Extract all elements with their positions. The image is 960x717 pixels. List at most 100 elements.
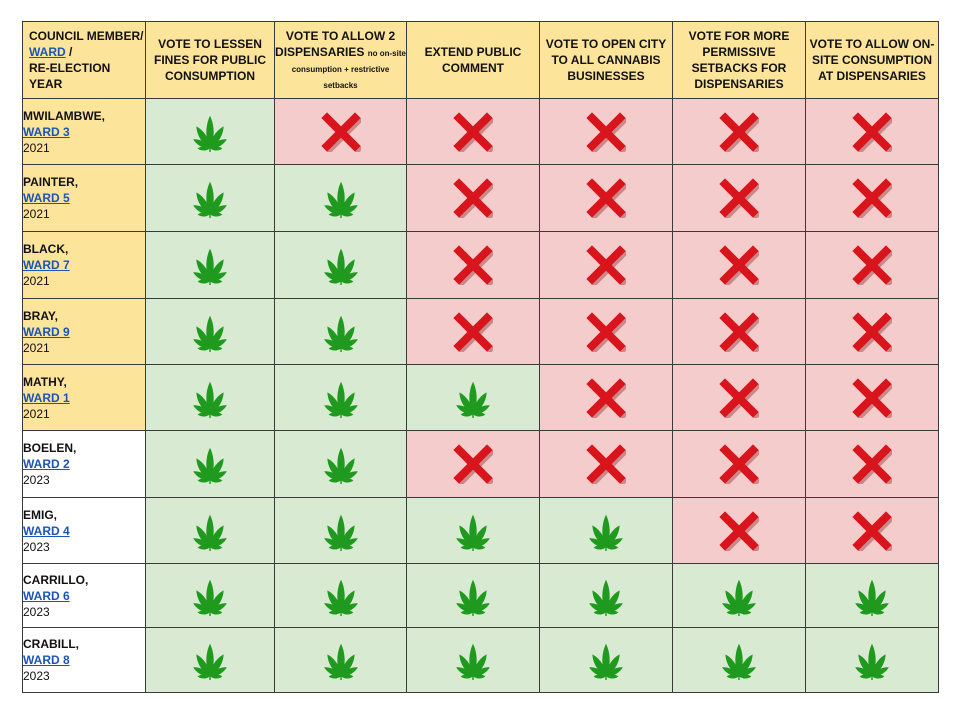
vote-cell-no <box>805 497 939 564</box>
ward-link[interactable]: WARD 5 <box>23 191 70 205</box>
member-cell: EMIG, WARD 4 2023 <box>22 497 146 564</box>
vote-cell-no <box>805 298 939 365</box>
header-col-label: VOTE TO OPEN CITY TO ALL CANNABIS BUSINE… <box>545 37 667 83</box>
cannabis-leaf-icon <box>722 643 756 680</box>
vote-cell-yes <box>672 563 806 628</box>
red-x-icon <box>719 510 759 551</box>
vote-cell-yes <box>274 364 407 431</box>
red-x-icon <box>586 311 626 352</box>
reelection-year: 2021 <box>23 340 50 355</box>
cannabis-leaf-icon <box>193 181 227 218</box>
vote-cell-yes <box>145 231 275 299</box>
cannabis-leaf-icon <box>323 514 358 551</box>
vote-cell-no <box>539 164 673 232</box>
ward-link[interactable]: WARD 6 <box>23 588 70 603</box>
vote-cell-yes <box>539 497 673 564</box>
vote-cell-no <box>805 164 939 232</box>
vote-cell-yes <box>274 627 407 693</box>
vote-cell-no <box>539 98 673 165</box>
header-member-line3: RE-ELECTION YEAR <box>29 61 111 91</box>
vote-cell-yes <box>145 627 275 693</box>
ward-link[interactable]: WARD 2 <box>23 457 70 471</box>
cannabis-leaf-icon <box>456 381 490 418</box>
vote-cell-yes <box>145 364 275 431</box>
header-col-0: VOTE TO LESSEN FINES FOR PUBLIC CONSUMPT… <box>145 21 275 99</box>
red-x-icon <box>852 510 892 551</box>
member-cell: PAINTER, WARD 5 2021 <box>22 164 146 232</box>
ward-link[interactable]: WARD 7 <box>23 258 70 272</box>
cannabis-leaf-icon <box>193 381 227 418</box>
vote-cell-no <box>274 98 407 165</box>
vote-cell-no <box>672 430 806 498</box>
vote-cell-no <box>539 231 673 299</box>
vote-cell-yes <box>539 627 673 693</box>
cannabis-leaf-icon <box>193 248 227 285</box>
table-row: CARRILLO, WARD 6 2023 <box>22 563 939 628</box>
vote-cell-yes <box>145 430 275 498</box>
table-row: BLACK, WARD 7 2021 <box>22 231 939 299</box>
cannabis-leaf-icon <box>323 181 358 218</box>
member-name: PAINTER, <box>23 175 79 189</box>
red-x-icon <box>719 377 759 418</box>
ward-link[interactable]: WARD 1 <box>23 390 70 405</box>
reelection-year: 2021 <box>23 274 50 288</box>
cannabis-leaf-icon <box>855 643 889 680</box>
member-name: EMIG, <box>23 507 58 522</box>
cannabis-leaf-icon <box>456 514 490 551</box>
cannabis-leaf-icon <box>193 579 227 616</box>
header-row: COUNCIL MEMBER/ WARD / RE-ELECTION YEAR … <box>22 21 939 99</box>
red-x-icon <box>453 245 493 285</box>
header-col-5: VOTE TO ALLOW ON-SITE CONSUMPTION AT DIS… <box>805 21 939 99</box>
reelection-year: 2023 <box>23 604 50 619</box>
red-x-icon <box>719 444 759 484</box>
header-member-line1: COUNCIL MEMBER/ <box>29 29 144 43</box>
red-x-icon <box>453 178 493 218</box>
ward-link[interactable]: WARD 8 <box>23 653 70 667</box>
vote-cell-no <box>539 298 673 365</box>
cannabis-leaf-icon <box>193 315 227 352</box>
header-col-3: VOTE TO OPEN CITY TO ALL CANNABIS BUSINE… <box>539 21 673 99</box>
vote-cell-yes <box>145 164 275 232</box>
vote-cell-yes <box>145 98 275 165</box>
cannabis-leaf-icon <box>589 514 623 551</box>
ward-link[interactable]: WARD 9 <box>23 324 70 339</box>
header-col-label: EXTEND PUBLIC COMMENT <box>424 45 522 75</box>
reelection-year: 2021 <box>23 406 50 421</box>
vote-cell-no <box>672 364 806 431</box>
cannabis-leaf-icon <box>323 248 358 285</box>
header-col-label: VOTE TO ALLOW ON-SITE CONSUMPTION AT DIS… <box>809 37 935 83</box>
red-x-icon <box>852 444 892 484</box>
table-row: CRABILL, WARD 8 2023 <box>22 627 939 693</box>
vote-cell-no <box>672 231 806 299</box>
vote-cell-no <box>672 164 806 232</box>
ward-link[interactable]: WARD 3 <box>23 124 70 139</box>
cannabis-leaf-icon <box>323 381 358 418</box>
vote-cell-no <box>805 430 939 498</box>
vote-cell-yes <box>805 627 939 693</box>
vote-cell-yes <box>406 497 540 564</box>
reelection-year: 2023 <box>23 473 50 487</box>
member-name: CRABILL, <box>23 637 79 651</box>
red-x-icon <box>586 111 626 152</box>
ward-link[interactable]: WARD 4 <box>23 523 70 538</box>
red-x-icon <box>852 111 892 152</box>
vote-cell-yes <box>145 497 275 564</box>
member-cell: BOELEN, WARD 2 2023 <box>22 430 146 498</box>
cannabis-leaf-icon <box>456 643 490 680</box>
reelection-year: 2023 <box>23 669 50 683</box>
red-x-icon <box>852 377 892 418</box>
member-name: MWILAMBWE, <box>23 108 105 123</box>
vote-cell-no <box>805 98 939 165</box>
red-x-icon <box>852 178 892 218</box>
red-x-icon <box>852 311 892 352</box>
member-name: BLACK, <box>23 242 69 256</box>
vote-cell-no <box>539 364 673 431</box>
member-cell: BRAY, WARD 9 2021 <box>22 298 146 365</box>
header-ward-link[interactable]: WARD <box>29 45 66 59</box>
vote-cell-yes <box>539 563 673 628</box>
red-x-icon <box>320 111 361 152</box>
red-x-icon <box>719 111 759 152</box>
table-row: BRAY, WARD 9 2021 <box>22 298 939 365</box>
member-name: BOELEN, <box>23 441 77 455</box>
reelection-year: 2021 <box>23 207 50 221</box>
